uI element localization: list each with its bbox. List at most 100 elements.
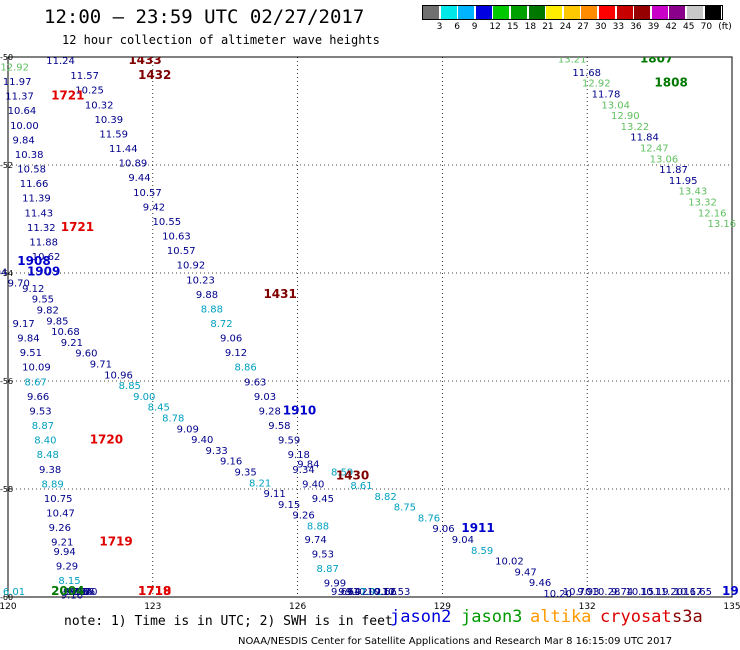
time-label: 1719 (99, 535, 132, 549)
swh-label: 10.58 (17, 165, 46, 176)
colorbar-label: 21 (542, 22, 554, 32)
swh-label: 8.82 (374, 492, 396, 503)
map-frame (7, 56, 733, 598)
swh-label: 9.53 (312, 550, 334, 561)
swh-label: 9.70 (8, 279, 30, 290)
colorbar-cell (581, 6, 598, 19)
time-label: 1911 (461, 521, 494, 535)
swh-label: 8.85 (119, 381, 141, 392)
x-tick-label: 132 (579, 602, 596, 612)
swh-label: 10.75 (44, 494, 73, 505)
units-note: note: 1) Time is in UTC; 2) SWH is in fe… (64, 614, 393, 629)
swh-label: 11.39 (22, 194, 51, 205)
swh-label: 9.40 (191, 435, 213, 446)
time-label: 1719 (138, 584, 171, 598)
time-label: 1909 (27, 265, 60, 279)
y-tick-label: -52 (0, 161, 13, 170)
swh-label: 8.87 (317, 564, 339, 575)
swh-label: 9.34 (292, 465, 314, 476)
swh-label: 8.87 (32, 421, 54, 432)
swh-label: 10.62 (32, 252, 61, 263)
swh-label: 9.85 (46, 316, 68, 327)
swh-label: 9.47 (514, 567, 536, 578)
colorbar-label: 45 (683, 22, 695, 32)
swh-label: 9.33 (206, 446, 228, 457)
time-label: 1908 (17, 254, 50, 268)
colorbar-cell (704, 6, 721, 19)
swh-label: 11.66 (20, 179, 49, 190)
swh-label: 8.15 (58, 576, 80, 587)
colorbar-cell (651, 6, 668, 19)
swh-label: 9.15 (278, 500, 300, 511)
colorbar-cell (599, 6, 615, 19)
colorbar-label: 15 (507, 22, 519, 32)
swh-label: 9.94 (54, 547, 76, 558)
swh-label: 9.60 (75, 349, 97, 360)
swh-label: 10.64 (8, 106, 37, 117)
time-label: 1808 (654, 76, 687, 90)
colorbar-label: 24 (559, 22, 572, 32)
swh-label: 10.89 (119, 159, 148, 170)
swh-label: 9.84 (17, 334, 39, 345)
swh-label: 8.89 (41, 479, 63, 490)
swh-label: 11.32 (27, 223, 56, 234)
y-tick-label: -50 (0, 53, 13, 62)
swh-label: 10.57 (167, 246, 196, 257)
swh-label: 9.84 (297, 459, 319, 470)
swh-label: 9.84 (12, 135, 34, 146)
swh-label: 10.20 (543, 589, 572, 600)
colorbar-label: 39 (647, 22, 660, 32)
swh-label: 10.68 (51, 327, 80, 338)
swh-label: 11.65 (683, 587, 712, 598)
swh-label: 10.47 (46, 509, 75, 520)
swh-label: 11.95 (669, 176, 698, 187)
swh-label: 10.32 (85, 100, 114, 111)
swh-label: 12.92 (0, 63, 29, 74)
swh-label: 10.25 (75, 86, 104, 97)
swh-label: 10.15 (625, 587, 654, 598)
y-tick-label: -56 (0, 377, 13, 386)
swh-label: 9.58 (268, 421, 290, 432)
swh-label: 10.38 (15, 150, 44, 161)
swh-label: 10.04 (0, 268, 7, 279)
x-tick-label: 120 (0, 602, 17, 612)
data-labels: 11.24 11.57 10.25 10.32 10.39 11.59 11.44 10.89… (0, 53, 740, 602)
swh-label: 7.91 (360, 587, 382, 598)
swh-label: 11.68 (572, 68, 601, 79)
swh-label: 9.59 (278, 436, 300, 447)
swh-label: 9.64 (338, 587, 360, 598)
swh-label: 8.21 (249, 478, 271, 489)
swh-label: 10.02 (495, 557, 524, 568)
swh-label: 11.59 (99, 129, 128, 140)
swh-label: 9.40 (302, 479, 324, 490)
swh-label: 10.09 (22, 363, 51, 374)
swh-label: 9.35 (235, 468, 257, 479)
swh-label: 13.32 (688, 198, 717, 209)
time-label: 1431 (263, 287, 296, 301)
colorbar-cell (563, 6, 580, 19)
swh-label: 9.29 (56, 561, 78, 572)
swh-label: 11.78 (592, 90, 621, 101)
time-label: 1718 (138, 584, 171, 598)
swh-label: 8.45 (148, 403, 170, 414)
swh-label: 10.70 (563, 587, 592, 598)
time-label: 1433 (128, 53, 161, 67)
swh-label: 9.26 (49, 523, 71, 534)
swh-label: 9.86 (70, 587, 92, 598)
swh-label: 12.90 (611, 111, 640, 122)
swh-label: 9.09 (177, 424, 199, 435)
swh-label: 11.44 (109, 144, 138, 155)
swh-label: 8.67 (25, 377, 47, 388)
swh-label: 9.66 (27, 392, 49, 403)
colorbar-cell (528, 6, 545, 19)
swh-label: 10.19 (640, 587, 669, 598)
swh-label: 9.21 (51, 538, 73, 549)
swh-label: 9.21 (61, 338, 83, 349)
swh-label: 10.00 (10, 121, 39, 132)
colorbar-cell (616, 6, 633, 19)
swh-label: 8.86 (235, 363, 257, 374)
swh-label: 11.88 (29, 237, 58, 248)
swh-label: 11.57 (70, 71, 99, 82)
time-label: 1720 (90, 433, 123, 447)
swh-label: 8.61 (350, 481, 372, 492)
